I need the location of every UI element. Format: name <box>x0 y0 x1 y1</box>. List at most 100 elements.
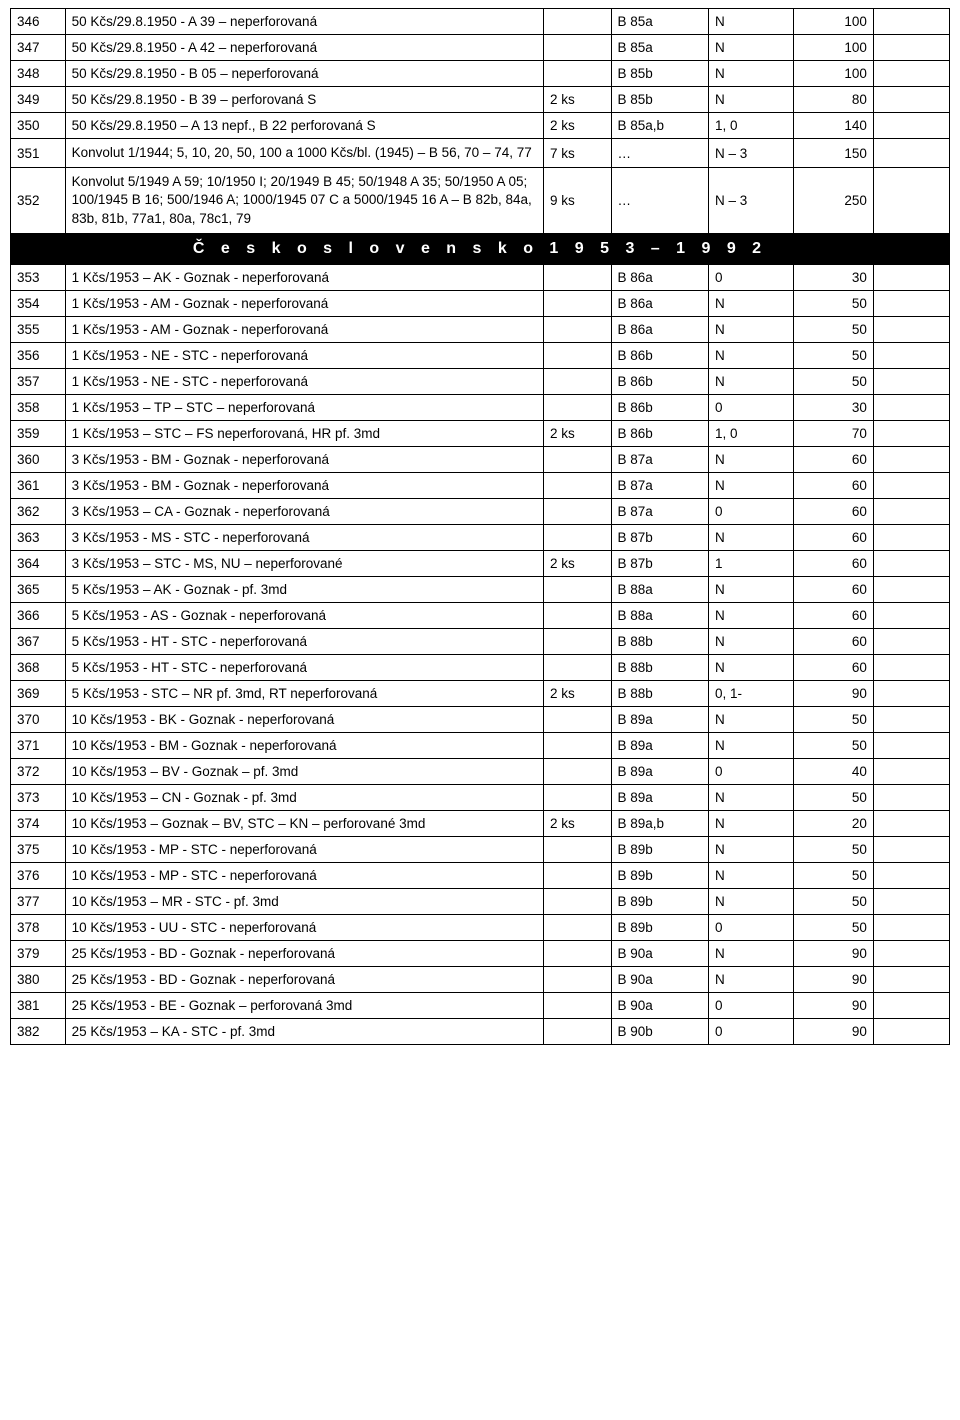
row-condition: N <box>708 810 793 836</box>
row-reference: B 85a,b <box>611 113 708 139</box>
table-row: 37010 Kčs/1953 - BK - Goznak - neperforo… <box>11 706 950 732</box>
row-reference: B 90a <box>611 966 708 992</box>
row-empty <box>873 550 949 576</box>
row-description: 10 Kčs/1953 – CN - Goznak - pf. 3md <box>65 784 543 810</box>
row-number: 359 <box>11 420 66 446</box>
row-description: Konvolut 5/1949 A 59; 10/1950 I; 20/1949… <box>65 168 543 234</box>
row-number: 358 <box>11 394 66 420</box>
row-empty <box>873 836 949 862</box>
row-price: 90 <box>793 680 873 706</box>
row-empty <box>873 784 949 810</box>
row-condition: N <box>708 836 793 862</box>
row-description: 5 Kčs/1953 - AS - Goznak - neperforovaná <box>65 602 543 628</box>
row-price: 60 <box>793 446 873 472</box>
row-quantity <box>544 1018 611 1044</box>
row-price: 50 <box>793 316 873 342</box>
row-quantity <box>544 576 611 602</box>
table-row: 3665 Kčs/1953 - AS - Goznak - neperforov… <box>11 602 950 628</box>
row-description: 10 Kčs/1953 – BV - Goznak – pf. 3md <box>65 758 543 784</box>
row-number: 380 <box>11 966 66 992</box>
row-number: 360 <box>11 446 66 472</box>
row-empty <box>873 706 949 732</box>
row-condition: N <box>708 732 793 758</box>
row-description: Konvolut 1/1944; 5, 10, 20, 50, 100 a 10… <box>65 139 543 168</box>
row-reference: B 86b <box>611 368 708 394</box>
row-reference: B 85a <box>611 9 708 35</box>
row-description: 1 Kčs/1953 – TP – STC – neperforovaná <box>65 394 543 420</box>
row-price: 50 <box>793 862 873 888</box>
row-empty <box>873 35 949 61</box>
row-quantity <box>544 9 611 35</box>
row-price: 100 <box>793 9 873 35</box>
row-number: 353 <box>11 264 66 290</box>
row-quantity <box>544 862 611 888</box>
row-reference: B 87a <box>611 472 708 498</box>
row-condition: N <box>708 368 793 394</box>
row-quantity <box>544 290 611 316</box>
row-description: 1 Kčs/1953 - AM - Goznak - neperforovaná <box>65 290 543 316</box>
row-description: 10 Kčs/1953 - BK - Goznak - neperforovan… <box>65 706 543 732</box>
row-price: 60 <box>793 628 873 654</box>
row-number: 346 <box>11 9 66 35</box>
table-row: 3581 Kčs/1953 – TP – STC – neperforovaná… <box>11 394 950 420</box>
row-condition: 1, 0 <box>708 113 793 139</box>
row-empty <box>873 87 949 113</box>
row-quantity <box>544 914 611 940</box>
row-price: 20 <box>793 810 873 836</box>
row-price: 90 <box>793 966 873 992</box>
row-description: 10 Kčs/1953 – Goznak – BV, STC – KN – pe… <box>65 810 543 836</box>
row-price: 40 <box>793 758 873 784</box>
table-row: 3675 Kčs/1953 - HT - STC - neperforovaná… <box>11 628 950 654</box>
row-number: 366 <box>11 602 66 628</box>
row-price: 60 <box>793 472 873 498</box>
row-empty <box>873 394 949 420</box>
row-reference: B 87b <box>611 524 708 550</box>
row-quantity <box>544 342 611 368</box>
row-condition: N <box>708 472 793 498</box>
row-condition: N <box>708 966 793 992</box>
row-description: 10 Kčs/1953 - MP - STC - neperforovaná <box>65 836 543 862</box>
row-description: 1 Kčs/1953 – AK - Goznak - neperforovaná <box>65 264 543 290</box>
row-description: 50 Kčs/29.8.1950 - B 05 – neperforovaná <box>65 61 543 87</box>
row-empty <box>873 940 949 966</box>
row-condition: N <box>708 446 793 472</box>
row-description: 3 Kčs/1953 - BM - Goznak - neperforovaná <box>65 446 543 472</box>
row-price: 50 <box>793 914 873 940</box>
table-row: 38225 Kčs/1953 – KA - STC - pf. 3mdB 90b… <box>11 1018 950 1044</box>
row-condition: N <box>708 706 793 732</box>
row-reference: B 90b <box>611 1018 708 1044</box>
row-empty <box>873 290 949 316</box>
table-row: 3695 Kčs/1953 - STC – NR pf. 3md, RT nep… <box>11 680 950 706</box>
table-row: 38125 Kčs/1953 - BE - Goznak – perforova… <box>11 992 950 1018</box>
row-number: 365 <box>11 576 66 602</box>
row-quantity <box>544 35 611 61</box>
row-quantity: 9 ks <box>544 168 611 234</box>
row-condition: N <box>708 9 793 35</box>
row-condition: N <box>708 628 793 654</box>
table-row: 38025 Kčs/1953 - BD - Goznak - neperforo… <box>11 966 950 992</box>
table-row: 352Konvolut 5/1949 A 59; 10/1950 I; 20/1… <box>11 168 950 234</box>
row-quantity <box>544 732 611 758</box>
row-description: 5 Kčs/1953 - HT - STC - neperforovaná <box>65 628 543 654</box>
row-quantity <box>544 836 611 862</box>
row-quantity: 2 ks <box>544 550 611 576</box>
table-row: 3613 Kčs/1953 - BM - Goznak - neperforov… <box>11 472 950 498</box>
row-price: 60 <box>793 576 873 602</box>
row-reference: B 89b <box>611 862 708 888</box>
row-quantity: 2 ks <box>544 87 611 113</box>
row-empty <box>873 680 949 706</box>
row-price: 50 <box>793 368 873 394</box>
row-description: 3 Kčs/1953 - MS - STC - neperforovaná <box>65 524 543 550</box>
row-number: 367 <box>11 628 66 654</box>
row-description: 25 Kčs/1953 - BE - Goznak – perforovaná … <box>65 992 543 1018</box>
row-condition: 0 <box>708 914 793 940</box>
row-condition: 0 <box>708 394 793 420</box>
row-quantity: 2 ks <box>544 810 611 836</box>
row-number: 373 <box>11 784 66 810</box>
row-number: 368 <box>11 654 66 680</box>
row-price: 50 <box>793 290 873 316</box>
row-price: 60 <box>793 550 873 576</box>
table-row: 3685 Kčs/1953 - HT - STC - neperforovaná… <box>11 654 950 680</box>
row-description: 3 Kčs/1953 – CA - Goznak - neperforovaná <box>65 498 543 524</box>
row-reference: B 86a <box>611 290 708 316</box>
